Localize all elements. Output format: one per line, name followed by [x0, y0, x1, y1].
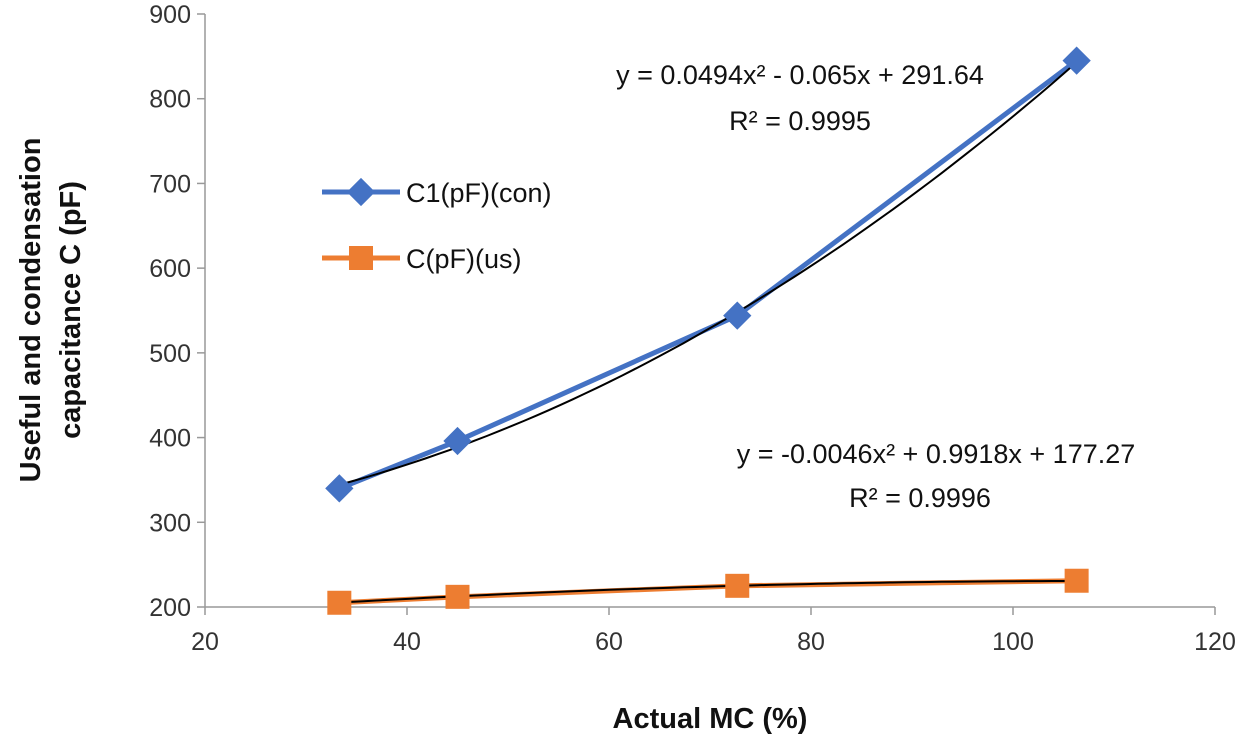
x-axis-title: Actual MC (%)	[613, 703, 808, 735]
legend: C1(pF)(con) C(pF)(us)	[322, 177, 552, 274]
x-tick-label: 80	[797, 628, 825, 656]
y-axis-title-line1: Useful and condensation	[15, 138, 47, 483]
data-point-c	[1064, 568, 1089, 593]
data-point-c1	[443, 426, 472, 456]
data-point-c	[327, 590, 352, 615]
series-layer	[325, 46, 1091, 615]
y-tick-label: 500	[149, 340, 191, 368]
legend-label-c: C(pF)(us)	[406, 244, 522, 274]
data-point-c1	[325, 474, 354, 503]
x-tick-label: 120	[1194, 628, 1236, 656]
x-tick-label: 60	[595, 628, 623, 656]
legend-marker-square	[349, 246, 373, 270]
y-tick-label: 300	[149, 509, 191, 537]
axes: 200 300 400 500 600 700 800 900 20 40 60 80 100 120	[149, 1, 1236, 656]
y-tick-label: 800	[149, 86, 191, 114]
x-tick-label: 100	[992, 628, 1034, 656]
data-point-c1	[723, 301, 752, 330]
data-point-c	[445, 584, 470, 609]
trendline-r2-c1: R² = 0.9995	[729, 106, 871, 136]
data-point-c1	[1062, 46, 1091, 75]
trendline-equation-c: y = -0.0046x² + 0.9918x + 177.27	[737, 439, 1136, 469]
y-tick-label: 400	[149, 425, 191, 453]
series-line-c1	[338, 58, 1079, 491]
y-tick-label: 200	[149, 594, 191, 622]
legend-label-c1: C1(pF)(con)	[406, 178, 552, 208]
x-tick-label: 40	[393, 628, 421, 656]
y-tick-label: 600	[149, 255, 191, 283]
y-tick-label: 700	[149, 170, 191, 198]
legend-marker-diamond	[346, 177, 376, 207]
trendline-r2-c: R² = 0.9996	[849, 483, 991, 513]
trendline-equation-c1: y = 0.0494x² - 0.065x + 291.64	[616, 60, 984, 90]
x-tick-label: 20	[191, 628, 219, 656]
y-axis-title-line2: capacitance C (pF)	[55, 181, 87, 439]
data-point-c	[725, 573, 750, 598]
y-tick-label: 900	[149, 1, 191, 29]
